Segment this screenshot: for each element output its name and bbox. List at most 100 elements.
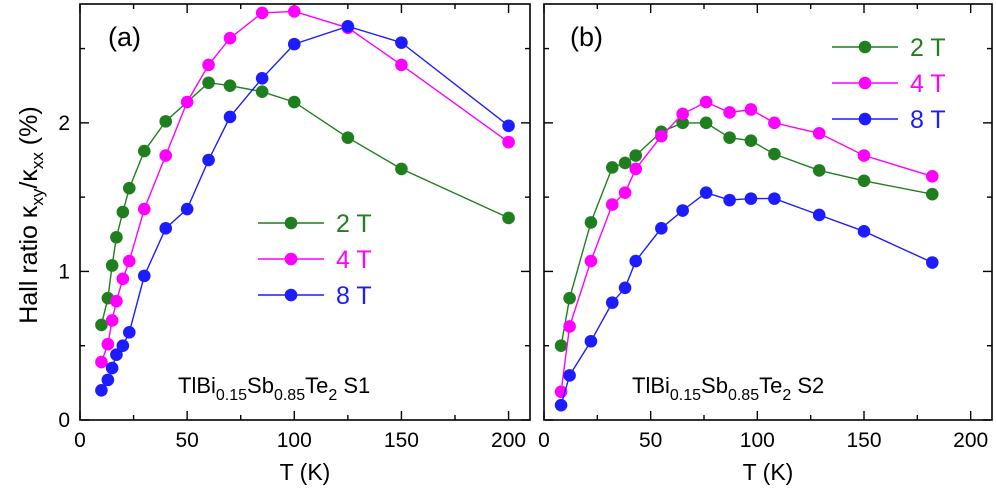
panel-a-data-point (110, 348, 123, 361)
panel-a-series-line-8t (100, 25, 510, 391)
panel-b-data-point (744, 192, 758, 205)
panel-a-sample-formula: TlBi0.15Sb0.85Te2 S1 (178, 373, 370, 404)
panel-b-data-point (563, 369, 576, 382)
panel-b-data-point (768, 147, 781, 161)
panel-a-data-point (159, 149, 173, 162)
y-axis-label-main: Hall ratio (15, 218, 43, 324)
panel-b-data-point (723, 193, 736, 207)
panel-b-data-point (584, 216, 598, 229)
panel-b-x-axis-label: T (K) (743, 459, 794, 485)
panel-b-data-point (925, 170, 939, 183)
panel-b-data-point (699, 186, 713, 199)
panel-a-formula-part: Sb (247, 373, 274, 398)
panel-a-data-point (95, 383, 108, 397)
panel-b-formula-part: Te (759, 373, 782, 398)
panel-a-formula-part: 0.15 (216, 387, 247, 404)
panel-a-data-point (159, 222, 173, 235)
panel-a-formula-part: Te (305, 373, 328, 398)
y-axis-label-slash: /κ (15, 169, 43, 189)
panel-a-data-point (255, 71, 269, 85)
panel-a-y-tick-label: 0 (58, 409, 70, 432)
panel-b-data-point (629, 162, 643, 176)
panel-b-legend-label: 4 T (910, 70, 946, 98)
panel-a-data-point (255, 85, 269, 98)
panel-b-formula-part: Sb (701, 373, 728, 398)
panel-b-legend-label: 8 T (910, 106, 946, 134)
panel-b-legend-label: 2 T (910, 34, 946, 62)
panel-a-data-point (180, 95, 194, 109)
panel-b-formula-part: 0.15 (670, 387, 701, 404)
panel-a-data-point (223, 79, 237, 93)
panel-b-x-tick-label: 0 (538, 429, 550, 452)
panel-b-data-point (618, 186, 632, 199)
panel-a-data-point (502, 211, 515, 225)
panel-b-data-point (723, 131, 736, 145)
panel-b-data-point (699, 116, 713, 130)
panel-a-data-point (110, 230, 123, 244)
panel-a-data-point (122, 181, 136, 195)
panel-b-data-point (584, 334, 598, 348)
panel-a-data-point (116, 272, 130, 286)
panel-a-y-tick-label: 1 (58, 260, 70, 283)
panel-b-formula-part: TlBi (632, 373, 670, 398)
panel-b-data-point (812, 208, 826, 222)
panel-b-data-point (676, 204, 689, 217)
panel-b-data-point (605, 296, 619, 309)
panel-b-data-point (605, 198, 619, 211)
panel-b-legend-marker (858, 76, 872, 90)
panel-a-data-point (101, 373, 115, 387)
panel-b-data-point (629, 149, 643, 162)
panel-b-data-point (699, 95, 713, 109)
panel-a-data-point (502, 119, 515, 133)
panel-b-data-point (618, 281, 632, 295)
panel-b-data-point (655, 222, 668, 235)
panel-b-data-point (812, 126, 826, 140)
panel-b-x-tick-label: 50 (639, 429, 662, 452)
y-axis-label-sub-xx: xx (28, 152, 47, 170)
panel-a-data-point (341, 131, 355, 145)
panel-a-legend-marker (284, 216, 298, 230)
panel-a-data-point (502, 135, 515, 149)
panel-a-formula-part: TlBi (178, 373, 216, 398)
panel-a-data-point (223, 110, 237, 124)
panel-a-label: (a) (108, 22, 141, 52)
panel-a-data-point (287, 5, 301, 18)
panel-a-data-point (137, 269, 151, 283)
panel-b-x-tick-label: 150 (846, 429, 881, 452)
panel-b-data-point (563, 291, 576, 305)
panel-a-x-tick-label: 150 (384, 429, 419, 452)
panel-b-data-point (768, 116, 781, 130)
panel-b-data-point (676, 107, 689, 121)
panel-a-legend-label: 2 T (336, 210, 372, 238)
panel-b-data-point (744, 134, 758, 147)
y-axis-label-sub-xy: xy (28, 188, 47, 206)
panel-b-data-point (655, 129, 668, 143)
panel-a-data-point (95, 355, 108, 369)
panel-b-data-point (618, 156, 632, 170)
panel-a-x-tick-label: 50 (175, 429, 198, 452)
panel-b-data-point (554, 398, 568, 412)
panel-a-data-point (255, 6, 269, 20)
panel-b-data-point (768, 192, 781, 205)
panel-b-data-point (605, 161, 619, 174)
panel-a-legend-label: 8 T (336, 282, 372, 310)
panel-a-x-tick-label: 200 (491, 429, 526, 452)
panel-a-data-point (395, 36, 408, 49)
panel-b: 0 50 100 150 200 T (K) (b) TlBi0.15Sb0.85Te2 S2… (538, 3, 993, 485)
panel-a-data-point (110, 294, 123, 308)
panel-a-data-point (180, 202, 194, 216)
panel-a-data-point (223, 31, 237, 45)
panel-a-frame (79, 3, 531, 421)
panel-a-legend-marker (284, 252, 298, 266)
panel-b-data-point (812, 164, 826, 177)
panel-a-data-point (122, 254, 136, 268)
panel-a-legend-label: 4 T (336, 246, 372, 274)
panel-b-data-point (554, 339, 568, 353)
panel-a-data-point (95, 318, 108, 332)
panel-b-x-tick-label: 100 (740, 429, 775, 452)
panel-a-data-point (202, 153, 215, 167)
panel-a-data-point (395, 58, 408, 72)
y-axis-label-unit: (%) (15, 106, 43, 152)
panel-a-series-line-4t (100, 10, 510, 363)
